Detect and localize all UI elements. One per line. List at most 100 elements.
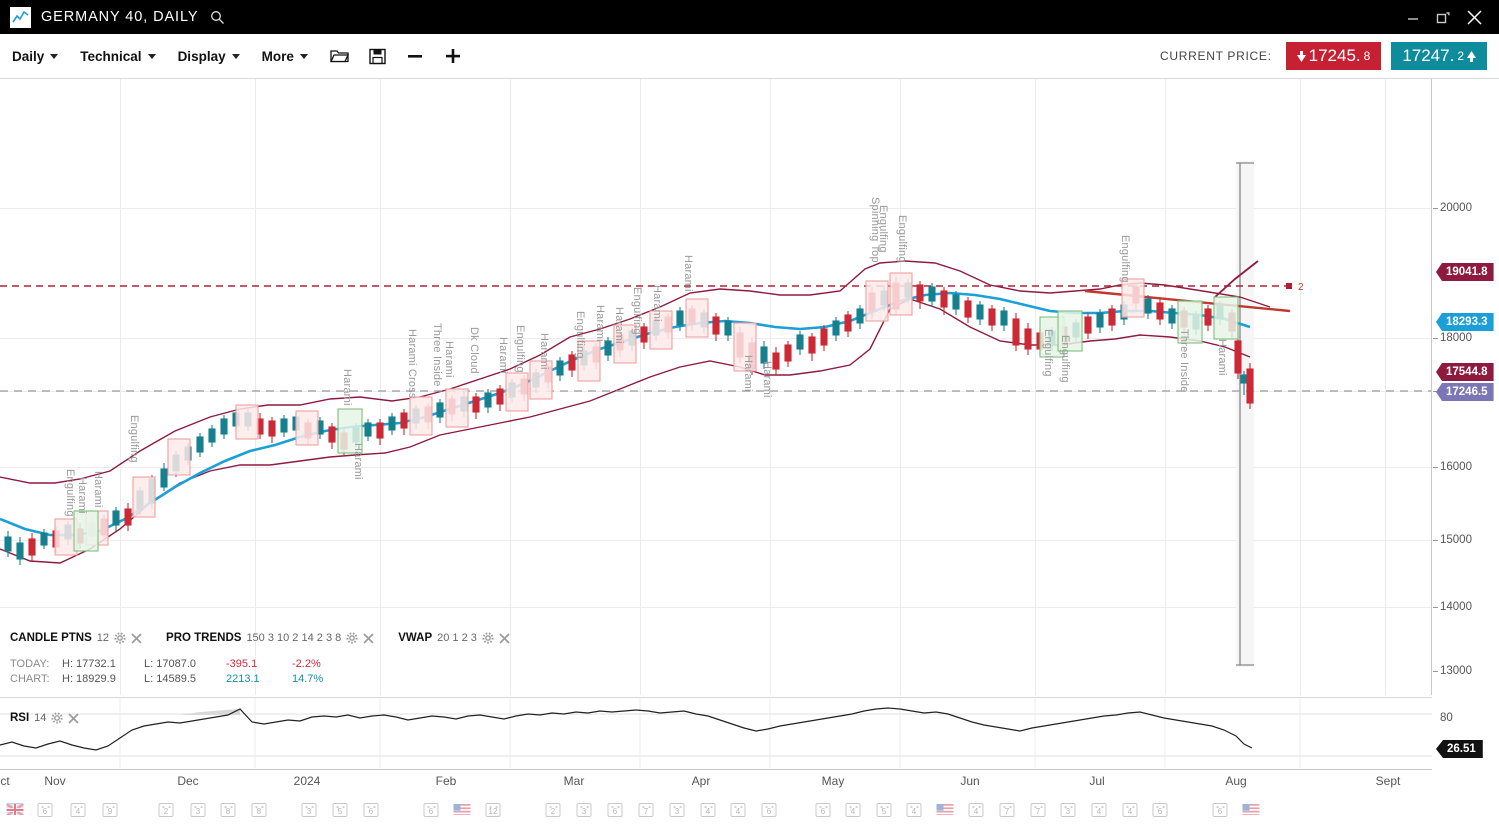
economic-event-icon[interactable]: 6 [607,803,623,817]
economic-event-icon[interactable]: 4 [845,803,861,817]
economic-event-icon[interactable]: 3 [301,803,317,817]
economic-event-icon[interactable]: 4 [906,803,922,817]
gear-icon[interactable] [346,632,358,644]
uk-flag-icon[interactable] [6,803,24,815]
economic-event-icon[interactable]: 7 [999,803,1015,817]
economic-event-icon[interactable]: 9 [102,803,118,817]
economic-event-icon[interactable]: 4 [968,803,984,817]
indicator-legend: CANDLE PTNS 12 PRO TRENDS 150 3 10 2 14 … [0,627,1432,695]
more-menu[interactable]: More [262,49,308,64]
ask-price-badge[interactable]: 17247. 2 [1391,42,1487,70]
us-flag-icon[interactable] [453,803,471,815]
current-price-area: CURRENT PRICE: 17245. 8 17247. 2 [1160,42,1487,70]
zoom-out-icon[interactable] [406,48,424,64]
upper-band-badge[interactable]: 19041.8 [1436,263,1494,281]
calendar-icon: 7 [1030,803,1046,817]
zoom-in-icon[interactable] [444,47,462,65]
indicator-name: PRO TRENDS [166,632,242,644]
price-axis[interactable]: 20000 18000 17000 16000 15000 14000 1300… [1432,79,1499,695]
restore-window-icon[interactable] [1436,10,1450,24]
lower-band-badge[interactable]: 17544.8 [1436,363,1494,381]
close-icon[interactable] [499,632,510,644]
economic-event-icon[interactable]: 2 [158,803,174,817]
us-flag-icon[interactable] [1242,803,1260,815]
last-price-badge[interactable]: 17246.5 [1436,383,1494,401]
toolbar: Daily Technical Display More C [0,34,1499,79]
pattern-label: Harami [651,285,663,322]
pattern-label: Three Inside [431,323,443,387]
close-icon[interactable] [363,632,374,644]
close-icon[interactable] [68,712,80,724]
bid-price-badge[interactable]: 17245. 8 [1285,42,1382,70]
calendar-icon: 3 [1060,803,1076,817]
calendar-icon: 7 [999,803,1015,817]
chart-area[interactable]: Engulfing Harami Harami Engulfing Harami… [0,79,1499,825]
x-tick: ct [0,774,10,788]
pattern-label: Engulfing [574,311,586,359]
economic-event-icon[interactable]: 4 [70,803,86,817]
economic-event-icon[interactable]: 12 [485,803,501,817]
economic-event-icon[interactable]: 5 [332,803,348,817]
display-menu[interactable]: Display [178,49,240,64]
calendar-icon: 4 [730,803,746,817]
indicator-name: CANDLE PTNS [10,632,92,644]
price-series-svg [0,161,1431,667]
economic-event-icon[interactable]: 6 [37,803,53,817]
economic-event-icon[interactable]: 6 [761,803,777,817]
display-menu-label: Display [177,48,226,64]
economic-event-icon[interactable]: 6 [1152,803,1168,817]
date-axis[interactable]: ct Nov Dec 2024 Feb Mar Apr May Jun Jul … [0,769,1432,795]
minimize-icon[interactable] [1406,10,1420,24]
economic-event-icon[interactable]: 5 [876,803,892,817]
save-icon[interactable] [369,48,386,65]
chevron-down-icon [50,53,59,59]
gear-icon[interactable] [114,632,126,644]
open-folder-icon[interactable] [329,48,349,64]
calendar-icon: 3 [576,803,592,817]
timeframe-menu-label: Daily [12,48,45,64]
economic-event-icon[interactable]: 3 [1060,803,1076,817]
chart-change: 2213.1 [226,673,260,685]
search-icon[interactable] [210,10,225,25]
calendar-icon: 5 [332,803,348,817]
economic-event-icon[interactable]: 4 [730,803,746,817]
rsi-pane[interactable]: RSI 14 [0,697,1432,768]
timeframe-menu[interactable]: Daily [12,48,59,64]
us-flag-icon[interactable] [936,803,954,815]
gear-icon[interactable] [482,632,494,644]
economic-event-icon[interactable]: 8 [220,803,236,817]
pattern-label: Harami [92,471,104,508]
indicator-vwap[interactable]: VWAP 20 1 2 3 [398,632,510,644]
economic-event-icon[interactable]: 4 [700,803,716,817]
economic-event-icon[interactable]: 6 [1212,803,1228,817]
economic-event-icon[interactable]: 3 [190,803,206,817]
pattern-boxes-bullish [73,296,1239,552]
economic-event-icon[interactable]: 6 [363,803,379,817]
vwap-badge[interactable]: 18293.3 [1436,313,1494,331]
economic-event-icon[interactable]: 6 [423,803,439,817]
economic-event-icon[interactable]: 4 [1091,803,1107,817]
economic-event-icon[interactable]: 6 [815,803,831,817]
rsi-legend[interactable]: RSI 14 [10,712,80,724]
close-icon[interactable] [131,632,142,644]
economic-event-icon[interactable]: 7 [638,803,654,817]
rsi-value-badge[interactable]: 26.51 [1436,740,1483,758]
technical-menu[interactable]: Technical [80,49,156,64]
economic-event-icon[interactable]: 2 [545,803,561,817]
price-plot[interactable]: Engulfing Harami Harami Engulfing Harami… [0,79,1432,695]
economic-event-icon[interactable]: 3 [669,803,685,817]
pattern-label: Harami [443,341,455,378]
indicator-params: 150 3 10 2 14 2 3 8 [246,632,342,644]
economic-event-icon[interactable]: 3 [576,803,592,817]
economic-event-icon[interactable]: 8 [251,803,267,817]
pattern-label: Harami [761,361,773,398]
indicator-pro-trends[interactable]: PRO TRENDS 150 3 10 2 14 2 3 8 [166,632,374,644]
bid-price-value: 17245. [1308,46,1361,65]
indicator-params: 12 [96,632,110,644]
close-icon[interactable] [1466,9,1483,26]
indicator-candle-patterns[interactable]: CANDLE PTNS 12 [10,632,142,644]
calendar-icon: 6 [363,803,379,817]
gear-icon[interactable] [51,712,63,724]
economic-event-icon[interactable]: 7 [1030,803,1046,817]
economic-event-icon[interactable]: 4 [1122,803,1138,817]
